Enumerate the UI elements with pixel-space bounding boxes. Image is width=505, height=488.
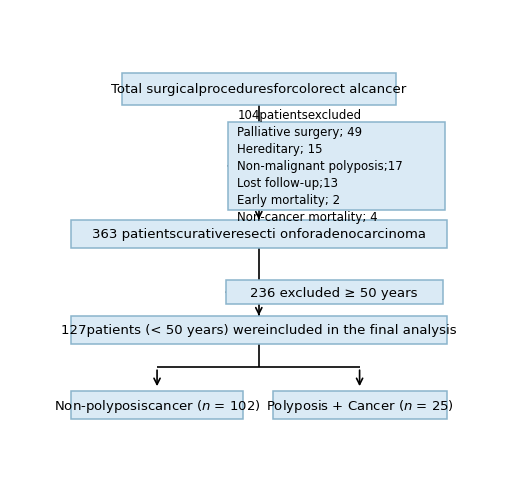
Text: 127patients (< 50 years) wereincluded in the final analysis: 127patients (< 50 years) wereincluded in… — [61, 324, 457, 337]
Text: Total surgicalproceduresforcolorect alcancer: Total surgicalproceduresforcolorect alca… — [111, 83, 407, 96]
Text: 104patientsexcluded
Palliative surgery; 49
Hereditary; 15
Non-malignant polyposi: 104patientsexcluded Palliative surgery; … — [237, 109, 403, 224]
FancyBboxPatch shape — [71, 220, 447, 248]
Text: 363 patientscurativeresecti onforadenocarcinoma: 363 patientscurativeresecti onforadenoca… — [92, 228, 426, 241]
FancyBboxPatch shape — [71, 391, 243, 419]
FancyBboxPatch shape — [273, 391, 447, 419]
FancyBboxPatch shape — [71, 316, 447, 344]
FancyBboxPatch shape — [227, 122, 445, 211]
FancyBboxPatch shape — [226, 280, 443, 305]
Text: Polyposis + Cancer ($n$ = 25): Polyposis + Cancer ($n$ = 25) — [266, 397, 453, 414]
Text: Non-polyposiscancer ($n$ = 102): Non-polyposiscancer ($n$ = 102) — [54, 397, 260, 414]
FancyBboxPatch shape — [122, 74, 396, 105]
Text: 236 excluded ≥ 50 years: 236 excluded ≥ 50 years — [250, 286, 418, 299]
